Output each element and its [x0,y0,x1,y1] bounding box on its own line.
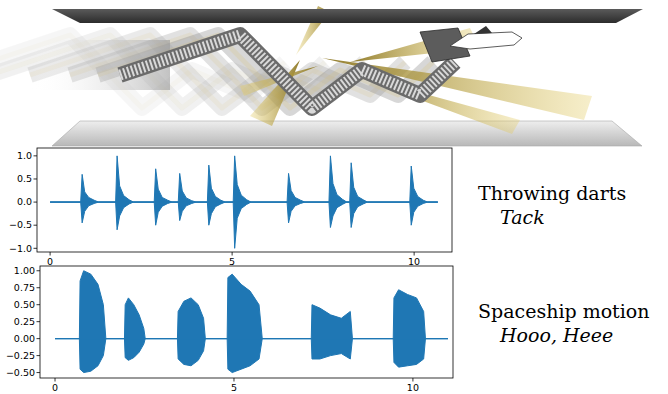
y-tick [37,372,41,373]
axes-frame [37,148,452,252]
waveform-area [55,271,448,339]
x-tick-label: 0 [52,382,58,393]
bottom-plate [52,121,642,146]
y-tick-label: 0.50 [14,299,35,310]
y-tick-label: 1.0 [17,150,32,161]
x-tick-label: 5 [229,256,235,267]
x-tick-label: 10 [408,256,420,267]
axes-frame [40,266,453,378]
spaceship [450,32,522,49]
caption-subtitle: Tack [500,206,545,228]
figure: −1.0−0.50.00.51.00510Throwing dartsTack−… [0,0,668,394]
y-tick-label: 0.75 [14,282,35,293]
x-tick-label: 10 [407,382,419,393]
y-tick-label: 0.25 [14,316,35,327]
top-plate [52,9,643,23]
y-tick [34,155,38,156]
y-tick-label: 0.0 [17,196,32,207]
y-tick-label: 1.00 [14,265,35,276]
caption-title: Throwing darts [478,182,626,204]
y-tick-label: 0.5 [17,173,32,184]
y-tick [34,202,38,203]
chart: −0.50 −0.25 0.00 0.25 0.50 0.75 1.00 0 5 10 Spaces… [6,265,650,392]
x-tick-label: 0 [47,256,53,267]
y-tick [37,355,41,356]
y-tick [34,248,38,249]
y-tick [34,178,38,179]
caption-title: Spaceship motion [478,300,650,322]
plot-area [55,271,448,373]
ribbon [120,35,455,108]
y-tick [37,338,41,339]
illustration [0,6,643,146]
spaceship-fin [474,26,492,34]
x-tick-label: 5 [231,382,237,393]
y-tick [34,225,38,226]
y-tick-label: −0.25 [6,350,35,361]
y-tick [37,270,41,271]
waveform-area [50,156,438,202]
chart: −1.0 −0.5 0.0 0.5 1.0 0 5 10 Throwing dartsTack [9,148,626,267]
plot-area [50,156,438,248]
y-tick [37,287,41,288]
y-tick [37,304,41,305]
caption-subtitle: Hooo, Heee [499,324,613,346]
y-tick-label: 0.00 [14,333,35,344]
y-tick-label: −1.0 [9,243,32,254]
y-tick [37,321,41,322]
waveform-area [55,339,448,373]
ribbon-texture [120,35,455,108]
waveform-area [50,202,438,248]
y-tick-label: −0.5 [9,219,32,230]
y-tick-label: −0.50 [6,367,35,378]
